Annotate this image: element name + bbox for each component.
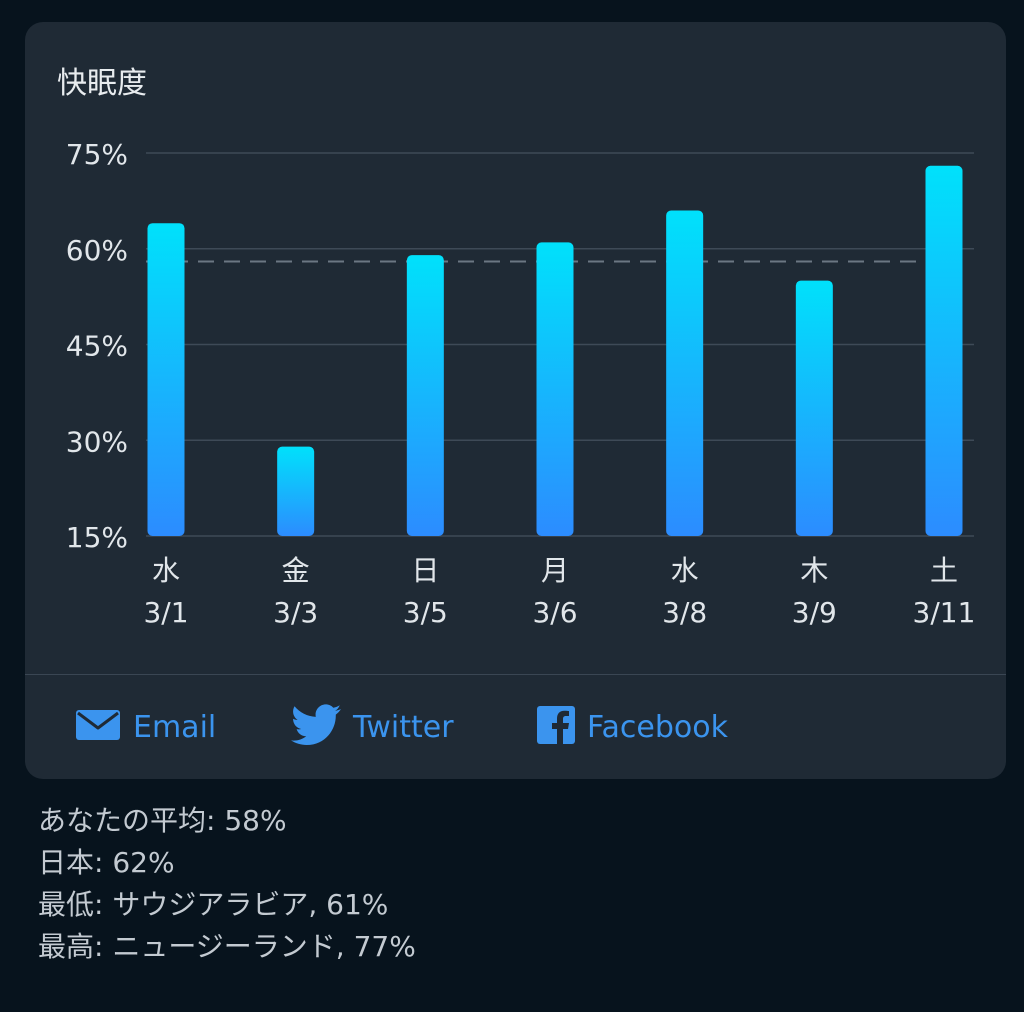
- chart-bar[interactable]: [795, 280, 833, 536]
- x-day-label: 木: [800, 554, 828, 587]
- stat-your-average: あなたの平均: 58%: [38, 804, 287, 837]
- x-day-label: 水: [671, 554, 699, 587]
- twitter-bird-icon: [291, 704, 341, 750]
- share-email-label: Email: [133, 709, 217, 745]
- chart-bar[interactable]: [536, 242, 574, 536]
- share-row: Email Twitter Facebook: [25, 692, 1006, 762]
- chart-bar[interactable]: [277, 446, 315, 536]
- x-day-label: 金: [282, 554, 310, 587]
- y-tick-label: 15%: [66, 521, 128, 554]
- share-twitter-button[interactable]: Twitter: [291, 704, 454, 750]
- envelope-icon: [75, 708, 121, 746]
- y-tick-label: 30%: [66, 425, 128, 458]
- y-tick-label: 75%: [66, 138, 128, 171]
- facebook-icon: [537, 706, 575, 748]
- x-date-label: 3/1: [143, 596, 188, 629]
- chart-bar[interactable]: [406, 255, 444, 536]
- x-day-label: 水: [152, 554, 180, 587]
- x-date-label: 3/3: [273, 596, 318, 629]
- sleep-quality-card: 快眠度 15% 30% 45% 60% 75% 水 3/1 金 3/3 日 3/5 月 3/6 水 3/8 木…: [25, 22, 1006, 779]
- stat-country: 日本: 62%: [38, 846, 175, 879]
- x-day-label: 月: [541, 554, 569, 587]
- x-date-label: 3/9: [792, 596, 837, 629]
- chart-bar[interactable]: [925, 165, 963, 536]
- x-date-label: 3/5: [403, 596, 448, 629]
- share-facebook-label: Facebook: [587, 709, 728, 745]
- chart-bar[interactable]: [666, 210, 704, 536]
- sleep-quality-chart: 15% 30% 45% 60% 75% 水 3/1 金 3/3 日 3/5 月 3/6 水 3/8 木 3/9 土…: [66, 138, 976, 629]
- x-day-label: 土: [930, 554, 958, 587]
- y-tick-label: 45%: [66, 330, 128, 363]
- share-facebook-button[interactable]: Facebook: [537, 706, 728, 748]
- x-date-label: 3/11: [913, 596, 976, 629]
- stat-highest: 最高: ニュージーランド, 77%: [38, 930, 416, 963]
- x-day-label: 日: [411, 554, 439, 587]
- share-twitter-label: Twitter: [353, 709, 454, 745]
- share-email-button[interactable]: Email: [75, 706, 216, 748]
- stat-lowest: 最低: サウジアラビア, 61%: [38, 888, 389, 921]
- x-date-label: 3/6: [532, 596, 577, 629]
- chart-bar[interactable]: [147, 223, 185, 536]
- x-date-label: 3/8: [662, 596, 707, 629]
- sleep-stats: あなたの平均: 58% 日本: 62% 最低: サウジアラビア, 61% 最高:…: [38, 800, 416, 968]
- card-divider: [25, 674, 1006, 675]
- card-title: 快眠度: [57, 66, 147, 101]
- y-tick-label: 60%: [66, 234, 128, 267]
